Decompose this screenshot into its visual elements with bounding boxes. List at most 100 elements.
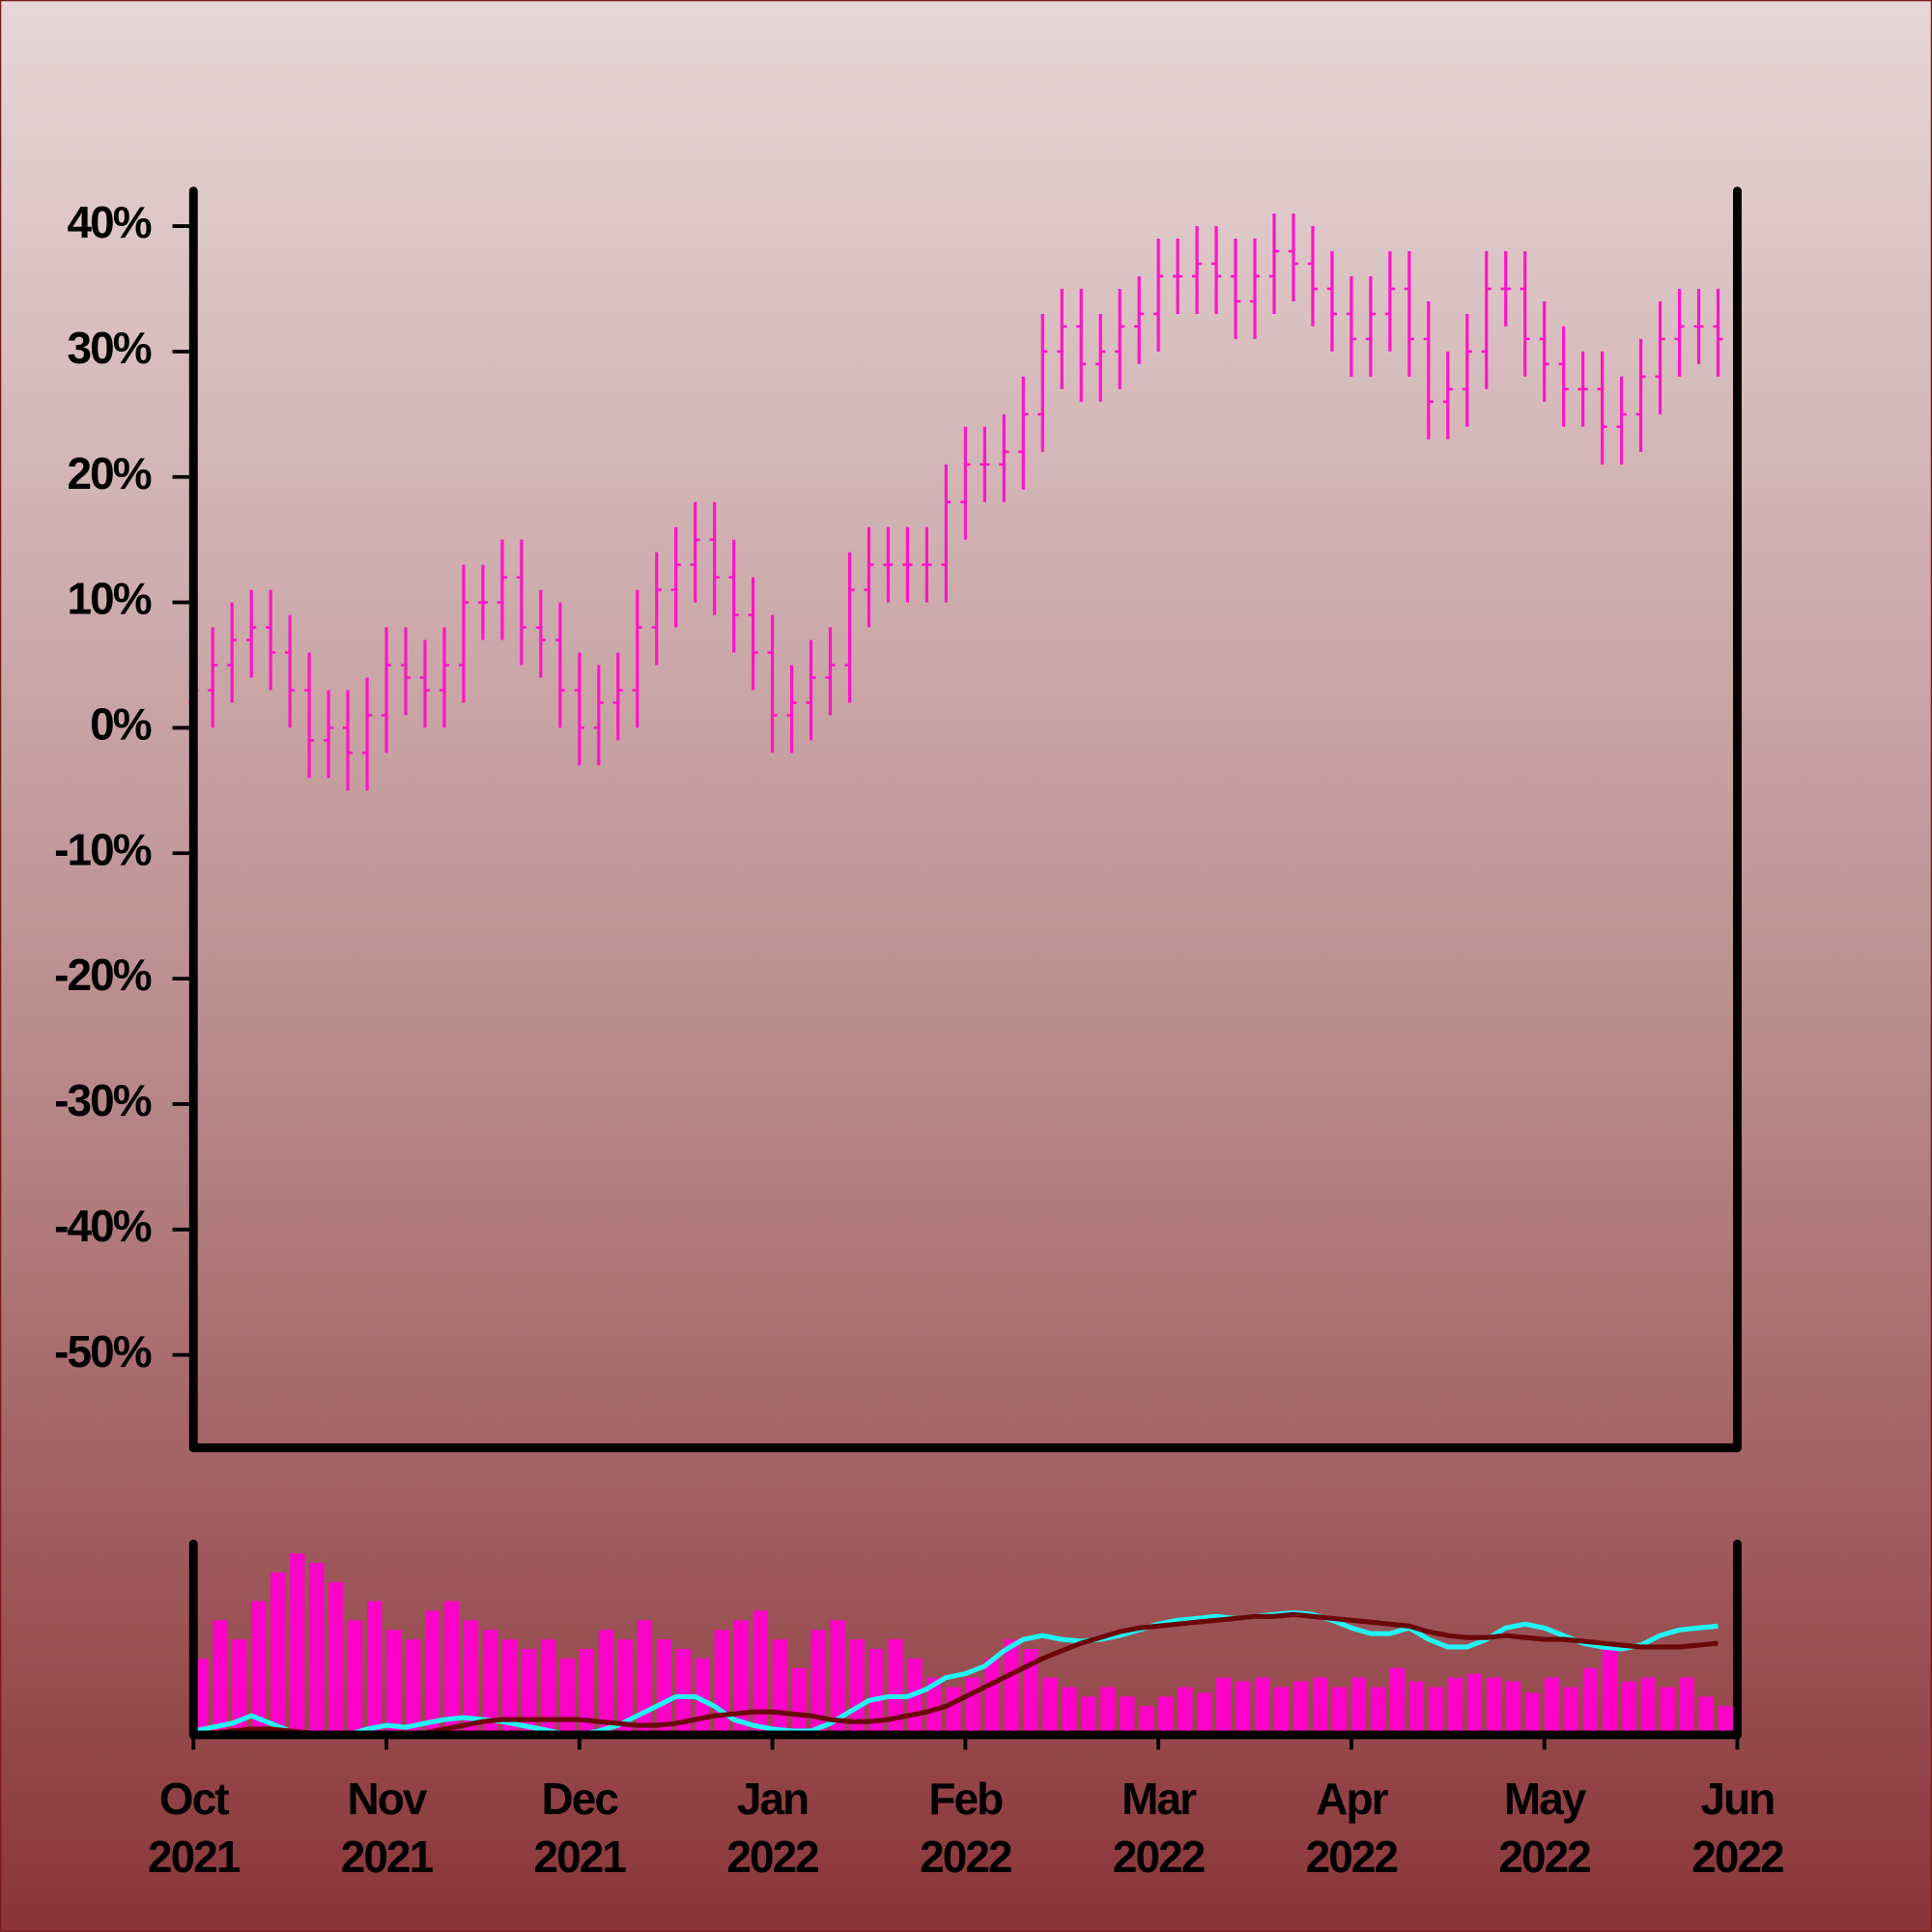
volume-bar bbox=[521, 1648, 537, 1735]
x-tick-label: Jan 2022 bbox=[726, 1774, 818, 1882]
volume-bar bbox=[1004, 1639, 1019, 1735]
volume-bar bbox=[309, 1562, 325, 1735]
x-tick-label-line: May bbox=[1504, 1774, 1587, 1824]
y-tick-label: -20% bbox=[54, 950, 152, 1000]
x-tick-label-line: 2022 bbox=[1498, 1832, 1590, 1882]
volume-bar bbox=[1178, 1687, 1193, 1735]
x-tick-label-line: 2021 bbox=[341, 1832, 434, 1882]
x-tick-label-line: 2022 bbox=[726, 1832, 818, 1882]
volume-bar bbox=[1331, 1687, 1348, 1735]
volume-bar bbox=[482, 1630, 498, 1735]
volume-bar bbox=[868, 1648, 884, 1735]
volume-bar bbox=[598, 1630, 614, 1735]
volume-bar bbox=[1698, 1696, 1714, 1735]
volume-bar bbox=[888, 1639, 903, 1735]
volume-bar bbox=[1236, 1681, 1251, 1735]
volume-bar bbox=[367, 1601, 383, 1735]
volume-bar bbox=[290, 1553, 305, 1735]
volume-bar bbox=[348, 1620, 363, 1735]
x-tick-label-line: 2022 bbox=[1691, 1832, 1783, 1882]
volume-bar bbox=[251, 1601, 267, 1735]
volume-bar bbox=[406, 1639, 421, 1735]
volume-bar bbox=[675, 1648, 692, 1735]
volume-bar bbox=[213, 1620, 228, 1735]
x-tick-label-line: Oct bbox=[159, 1774, 229, 1824]
volume-bar bbox=[1660, 1687, 1675, 1735]
volume-bar bbox=[1293, 1681, 1309, 1735]
y-tick-label: -40% bbox=[54, 1201, 152, 1251]
volume-bar bbox=[443, 1601, 460, 1735]
x-tick-label-line: 2022 bbox=[1306, 1832, 1398, 1882]
volume-bar bbox=[1466, 1673, 1483, 1735]
volume-bar bbox=[1447, 1677, 1463, 1735]
moving-average-line bbox=[192, 1609, 1719, 1738]
volume-bar bbox=[1544, 1677, 1559, 1735]
volume-bar bbox=[1139, 1706, 1154, 1735]
x-tick-label-line: Jan bbox=[737, 1774, 808, 1824]
volume-bar bbox=[714, 1630, 729, 1735]
volume-bar bbox=[1023, 1648, 1038, 1735]
x-tick-label-line: Nov bbox=[348, 1774, 428, 1824]
volume-bar bbox=[965, 1677, 980, 1735]
x-tick-label-line: 2021 bbox=[534, 1832, 627, 1882]
volume-bar bbox=[386, 1630, 402, 1735]
y-tick-label: -30% bbox=[54, 1075, 152, 1125]
volume-bar bbox=[753, 1610, 768, 1735]
x-tick-label-line: 2022 bbox=[1113, 1832, 1205, 1882]
volume-bar bbox=[1120, 1696, 1135, 1735]
x-tick-label: Jun 2022 bbox=[1691, 1774, 1783, 1882]
volume-bar bbox=[501, 1639, 518, 1735]
x-tick-label-line: Dec bbox=[542, 1774, 619, 1824]
y-tick-label: 10% bbox=[67, 574, 151, 624]
x-tick-label: Dec 2021 bbox=[534, 1774, 627, 1882]
x-tick-label: Apr 2022 bbox=[1306, 1774, 1398, 1882]
x-tick-label: Oct 2021 bbox=[148, 1774, 241, 1882]
volume-bar bbox=[1408, 1681, 1425, 1735]
volume-bar bbox=[1042, 1677, 1058, 1735]
volume-bar bbox=[1062, 1687, 1077, 1735]
volume-bar bbox=[1100, 1687, 1116, 1735]
y-tick-label: -10% bbox=[54, 824, 152, 874]
x-tick-label-line: Jun bbox=[1701, 1774, 1775, 1824]
volume-bar bbox=[1255, 1677, 1270, 1735]
x-tick-label: May 2022 bbox=[1498, 1774, 1590, 1882]
volume-bar bbox=[1505, 1681, 1521, 1735]
volume-bar bbox=[540, 1639, 556, 1735]
volume-bar bbox=[1216, 1677, 1232, 1735]
volume-bar bbox=[656, 1639, 672, 1735]
y-tick-label: 0% bbox=[90, 699, 152, 750]
y-tick-label: 40% bbox=[67, 197, 151, 247]
x-tick-label-line: Apr bbox=[1316, 1774, 1388, 1824]
x-tick-label-line: 2021 bbox=[148, 1832, 241, 1882]
volume-bar bbox=[328, 1581, 344, 1735]
volume-bar bbox=[1640, 1677, 1656, 1735]
volume-bar bbox=[1370, 1687, 1386, 1735]
plot-layer: -50% -40% -30% -20% -10% 0% 10% 20% 30% 40% Oct 202… bbox=[54, 186, 1785, 1882]
volume-bar bbox=[270, 1572, 286, 1735]
volume-bar bbox=[637, 1620, 653, 1735]
volume-bar bbox=[1158, 1696, 1174, 1735]
x-tick-label: Feb 2022 bbox=[920, 1774, 1011, 1882]
volume-bar bbox=[559, 1658, 576, 1735]
volume-bar bbox=[946, 1687, 961, 1735]
volume-bar bbox=[1274, 1687, 1290, 1735]
volume-bar bbox=[1524, 1692, 1541, 1735]
volume-bar bbox=[1081, 1696, 1096, 1735]
x-tick-label-line: Mar bbox=[1122, 1774, 1197, 1824]
volume-bar bbox=[463, 1620, 479, 1735]
x-tick-label-line: 2022 bbox=[920, 1832, 1011, 1882]
y-tick-label: 20% bbox=[67, 448, 151, 498]
volume-bar bbox=[1350, 1677, 1367, 1735]
volume-bar bbox=[984, 1658, 1000, 1735]
volume-bar bbox=[232, 1639, 247, 1735]
volume-bar bbox=[772, 1639, 787, 1735]
y-tick-label: 30% bbox=[67, 323, 151, 373]
volume-bar bbox=[1621, 1681, 1636, 1735]
volume-bar bbox=[579, 1648, 595, 1735]
volume-bar bbox=[1486, 1677, 1502, 1735]
volume-bar bbox=[1389, 1667, 1406, 1735]
volume-bar bbox=[1718, 1706, 1733, 1735]
volume-bar bbox=[830, 1620, 845, 1735]
